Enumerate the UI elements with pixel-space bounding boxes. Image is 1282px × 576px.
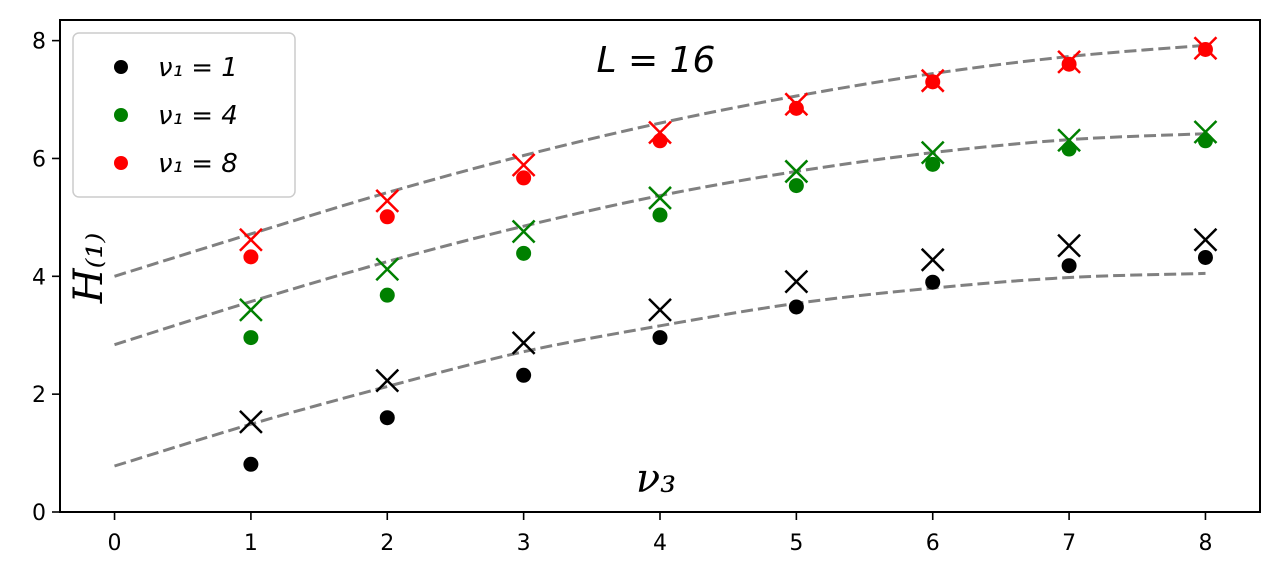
reference-curve-3 — [114, 43, 1206, 278]
cross-marker-s1 — [239, 409, 263, 434]
reference-curves — [114, 43, 1206, 468]
cross-marker-s1 — [1057, 233, 1081, 258]
x-tick-label: 4 — [653, 531, 667, 556]
dot-marker-s1 — [1061, 258, 1077, 274]
x-tick-label: 3 — [517, 531, 531, 556]
dot-marker-s3 — [379, 209, 395, 225]
cross-marker-s1 — [920, 247, 945, 272]
dot-marker-s2 — [788, 178, 804, 194]
x-tick-label: 0 — [108, 531, 122, 556]
dot-marker-s3 — [243, 249, 259, 265]
x-tick-label: 5 — [789, 531, 803, 556]
x-tick-label: 1 — [244, 531, 258, 556]
x-tick-label: 2 — [380, 531, 394, 556]
cross-marker-s1 — [648, 298, 672, 322]
cross-marker-s1 — [511, 331, 536, 355]
dot-marker-s3 — [1061, 56, 1077, 72]
dot-marker-s3 — [652, 133, 668, 149]
dot-marker-s3 — [925, 74, 941, 90]
dot-marker-s2 — [925, 156, 941, 172]
cross-marker-s1 — [784, 269, 809, 294]
y-tick-label: 4 — [32, 265, 46, 290]
y-tick-label: 0 — [32, 501, 46, 526]
legend-marker-nu1-4 — [114, 108, 128, 122]
reference-curve-2 — [114, 132, 1206, 347]
x-tick-label: 7 — [1062, 531, 1076, 556]
legend-marker-nu1-1 — [114, 60, 128, 74]
cross-marker-s2 — [511, 219, 536, 244]
legend-marker-nu1-8 — [114, 156, 128, 170]
dot-marker-s3 — [788, 100, 804, 116]
x-axis-ticks: 0 1 2 3 4 5 6 7 8 — [108, 512, 1212, 556]
cross-marker-s1 — [1193, 227, 1218, 252]
cross-marker-s2 — [784, 159, 809, 184]
x-tick-label: 6 — [926, 531, 940, 556]
y-tick-label: 6 — [32, 147, 46, 172]
legend-label-nu1-4: ν₁ = 4 — [158, 101, 238, 131]
dot-marker-s1 — [1197, 249, 1213, 265]
legend-label-nu1-1: ν₁ = 1 — [158, 53, 238, 83]
y-axis-label: H₍₁₎ — [66, 233, 112, 305]
dot-marker-s3 — [516, 170, 532, 186]
cross-marker-s1 — [375, 368, 400, 393]
y-tick-label: 2 — [32, 383, 46, 408]
dot-marker-s2 — [1197, 133, 1213, 149]
cross-marker-s3 — [239, 227, 263, 252]
legend-box — [72, 32, 296, 198]
dot-marker-s2 — [516, 245, 532, 261]
cross-marker-s3 — [511, 153, 536, 177]
y-axis-ticks: 0 2 4 6 8 — [32, 30, 60, 526]
annotation-label: L = 16 — [597, 40, 716, 81]
dot-marker-s1 — [516, 367, 532, 383]
dot-marker-s2 — [243, 330, 259, 346]
x-tick-label: 8 — [1198, 531, 1212, 556]
cross-marker-s2 — [239, 298, 263, 322]
reference-curve-1 — [114, 271, 1206, 468]
legend: ν₁ = 1 ν₁ = 4 ν₁ = 8 — [72, 32, 296, 198]
dot-marker-s1 — [652, 330, 668, 346]
dot-marker-s2 — [652, 207, 668, 223]
dot-marker-s3 — [1197, 41, 1213, 57]
cross-marker-s3 — [375, 189, 400, 213]
dot-marker-s1 — [379, 410, 395, 426]
y-tick-label: 8 — [32, 30, 46, 55]
x-axis-label: ν₃ — [636, 456, 676, 502]
dot-marker-s1 — [788, 299, 804, 315]
dot-marker-s1 — [243, 456, 259, 472]
cross-marker-s2 — [375, 257, 400, 282]
data-points — [239, 36, 1218, 472]
legend-label-nu1-8: ν₁ = 8 — [158, 149, 238, 179]
plot-frame — [59, 19, 1261, 513]
cross-marker-s2 — [648, 186, 672, 210]
dot-marker-s2 — [379, 287, 395, 303]
dot-marker-s1 — [925, 274, 941, 290]
cross-marker-s2 — [920, 140, 945, 165]
dot-marker-s2 — [1061, 141, 1077, 157]
